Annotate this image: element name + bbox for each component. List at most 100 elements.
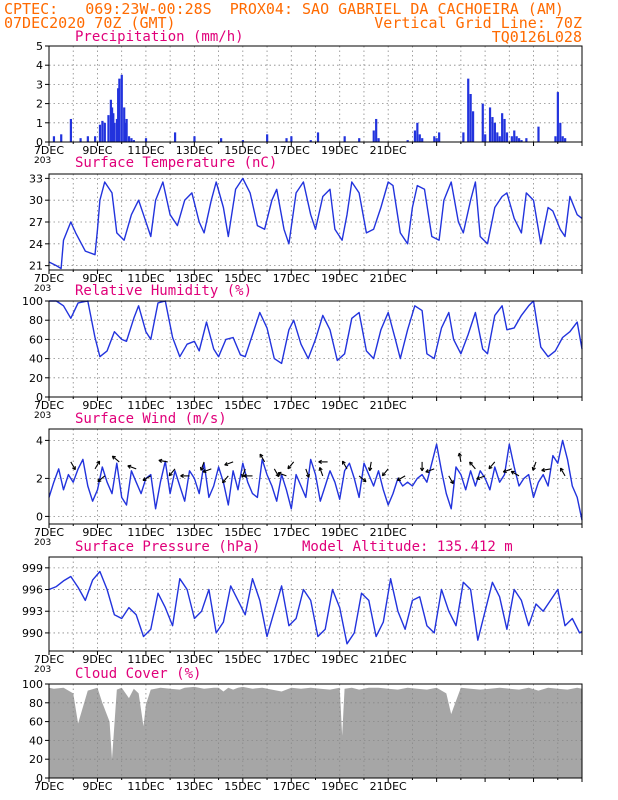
precip-bar: [123, 107, 126, 142]
cloud-xtick-label: 21DEC: [370, 780, 407, 793]
temp-xtick-label: 13DEC: [176, 272, 213, 285]
precip-bar: [377, 138, 380, 142]
rh-xtick-label: 21DEC: [370, 399, 407, 412]
precip-xtick-label: 9DEC: [82, 144, 112, 157]
wind-arrow-head: [559, 467, 564, 472]
cloud-ytick-label: 80: [29, 697, 43, 710]
temp-ytick-label: 27: [29, 216, 43, 229]
wind-arrow-head: [510, 470, 515, 475]
wind-arrow-head: [318, 467, 323, 471]
pres-xtick-label: 13DEC: [176, 653, 213, 666]
precip-bar: [109, 99, 112, 142]
wind-arrow: [469, 461, 476, 470]
precip-ytick-label: 1: [36, 117, 43, 130]
wind-arrow: [287, 461, 295, 470]
wind-arrow: [97, 475, 106, 483]
wind-arrow-head: [488, 465, 493, 470]
wind-xtick-label: 21DEC: [370, 526, 407, 539]
temp-xtick-label: 19DEC: [321, 272, 358, 285]
precip-bar: [343, 136, 346, 142]
wind-xtick-label: 7DEC: [34, 526, 64, 539]
precip-bar: [467, 78, 470, 142]
precip-bar: [52, 136, 56, 142]
wind-ytick-label: 4: [36, 434, 43, 447]
precip-bar: [130, 138, 133, 142]
cloud-xtick-label: 9DEC: [82, 780, 112, 793]
temp-title: Surface Temperature (nC): [75, 155, 278, 171]
precip-bar: [115, 118, 119, 142]
pres-ytick-label: 993: [22, 605, 43, 618]
temp-series-line: [48, 177, 583, 270]
temp-ytick-label: 21: [29, 260, 43, 273]
pres-xtick-label: 19DEC: [321, 653, 358, 666]
precip-bar: [505, 132, 509, 142]
precip-bar: [117, 88, 120, 142]
precip-xtick-label: 11DEC: [127, 144, 164, 157]
rh-title: Relative Humidity (%): [75, 283, 253, 299]
precip-bar: [488, 107, 492, 142]
precip-bar: [110, 107, 114, 142]
wind-arrow: [259, 453, 266, 463]
wind-xtick-label: 19DEC: [321, 526, 358, 539]
temp-ytick-label: 24: [29, 238, 43, 251]
wind-arrow-head: [221, 479, 226, 484]
wind-arrow: [112, 455, 120, 463]
precip-bar: [290, 136, 293, 142]
precip-ytick-label: 5: [36, 40, 43, 53]
wind-arrow-head: [180, 473, 184, 479]
precip-bar: [559, 122, 562, 142]
wind-arrow-head: [243, 473, 247, 479]
wind-arrow: [168, 468, 176, 477]
wind-arrow: [488, 461, 496, 470]
pres-xtick-label: 15DEC: [224, 653, 261, 666]
precip-bar: [316, 132, 320, 142]
wind-arrow: [381, 468, 389, 477]
rh-year-label: 203: [34, 411, 51, 421]
pres-xtick-label: 9DEC: [82, 653, 112, 666]
precip-bar: [491, 117, 494, 142]
rh-ytick-label: 80: [29, 314, 43, 327]
wind-arrow-head: [396, 477, 401, 481]
wind-arrow-head: [541, 467, 546, 473]
pres-xtick-label: 21DEC: [370, 653, 407, 666]
wind-arrow: [127, 465, 137, 470]
wind-arrow: [532, 461, 537, 471]
wind-arrow-head: [72, 466, 76, 471]
wind-ytick-label: 0: [36, 510, 43, 523]
wind-arrow: [541, 468, 551, 472]
precip-bar: [554, 136, 557, 142]
precip-bar: [86, 136, 89, 142]
rh-ytick-label: 20: [29, 372, 43, 385]
precip-bar: [421, 138, 424, 142]
pres-year-label: 203: [34, 665, 51, 675]
wind-arrow: [425, 468, 435, 473]
precip-bar: [493, 122, 496, 142]
precip-bar: [103, 122, 106, 142]
header-grid-line: Vertical Grid Line: 70Z: [374, 14, 582, 32]
precip-bar: [416, 122, 419, 142]
precip-bar: [372, 130, 375, 142]
precip-bar: [518, 138, 521, 142]
cloud-xtick-label: 7DEC: [34, 780, 64, 793]
precip-bar: [561, 136, 564, 142]
wind-arrow: [70, 461, 76, 470]
pres-xtick-label: 7DEC: [34, 653, 64, 666]
wind-arrow: [94, 460, 101, 470]
wind-xtick-label: 11DEC: [127, 526, 164, 539]
cloud-ytick-label: 40: [29, 734, 43, 747]
header-run-date: 07DEC2020 70Z (GMT): [4, 14, 176, 32]
precip-ytick-label: 0: [36, 136, 43, 149]
wind-xtick-label: 9DEC: [82, 526, 112, 539]
precip-bar: [501, 113, 504, 142]
precip-bar: [120, 74, 123, 142]
precip-title: Precipitation (mm/h): [75, 29, 244, 45]
wind-arrow: [560, 467, 566, 477]
wind-arrow-head: [362, 478, 367, 483]
header-model-code: TQ0126L028: [491, 28, 582, 46]
wind-arrow-head: [259, 453, 264, 458]
wind-arrow-head: [419, 467, 425, 472]
rh-xtick-label: 15DEC: [224, 399, 261, 412]
wind-arrow: [319, 467, 324, 477]
precip-xtick-label: 13DEC: [176, 144, 213, 157]
cloud-ytick-label: 20: [29, 753, 43, 766]
